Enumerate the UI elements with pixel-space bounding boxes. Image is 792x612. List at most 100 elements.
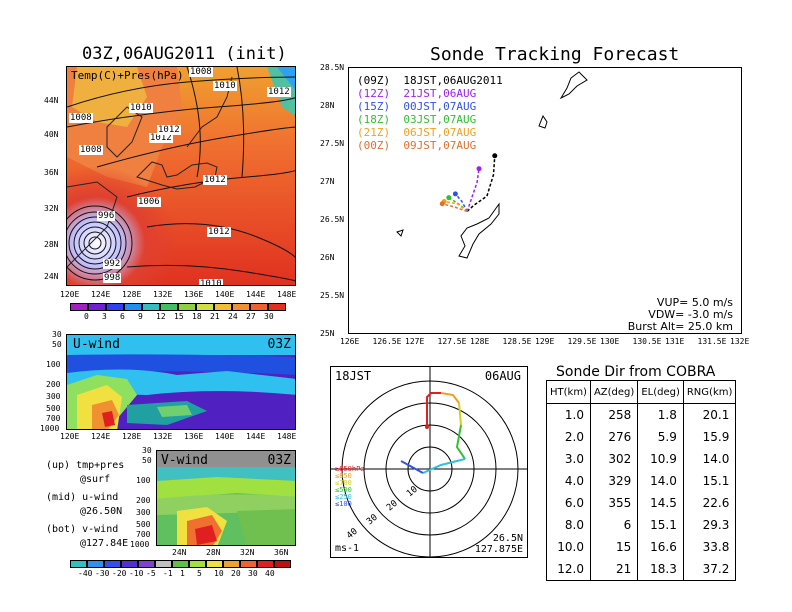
- u-lon-label: 120E: [60, 432, 80, 441]
- u-lon-label: 136E: [184, 432, 204, 441]
- u-pressure-label: 700: [46, 414, 61, 423]
- sonde-dir-row: 3.0 302 10.9 14.0: [546, 448, 737, 470]
- sonde-dir-cell: 302: [589, 448, 639, 470]
- left-lon-label: 132E: [153, 290, 173, 299]
- wind-colorbar-tick: -40: [78, 569, 93, 578]
- sonde-dir-cell: 4.0: [546, 470, 591, 492]
- tracking-lon-label: 132E: [730, 337, 750, 346]
- launch-legend-entry: (00Z) 09JST,07AUG: [357, 139, 477, 152]
- left-lat-label: 44N: [44, 96, 59, 105]
- temp-colorbar-tick: 24: [228, 312, 238, 321]
- track-line: [466, 155, 496, 212]
- polar-legend-entry: ≥850hPa: [335, 465, 365, 473]
- v-pressure-label: 700: [136, 530, 151, 539]
- wind-colorbar-swatch: [87, 560, 104, 568]
- u-pressure-label: 50: [52, 340, 62, 349]
- v-lat-label: 32N: [240, 548, 255, 557]
- wind-colorbar-swatch: [172, 560, 189, 568]
- tracking-svg: [396, 71, 588, 259]
- sonde-dir-cell: 2.0: [546, 426, 591, 448]
- polar-legend-entry: ≤700: [335, 479, 352, 487]
- sonde-dir-cell: 29.3: [682, 514, 737, 536]
- wind-colorbar-tick: -10: [129, 569, 144, 578]
- sonde-dir-cell: 8.0: [546, 514, 591, 536]
- u-wind-label: U-wind: [73, 337, 120, 352]
- polar-plot: 18JST 06AUG 10 20 30 40 ≥850hPa ≤850 ≤700 ≤500…: [330, 366, 528, 558]
- track-endpoint: [476, 166, 482, 172]
- wind-colorbar-swatch: [257, 560, 274, 568]
- u-pressure-label: 300: [46, 392, 61, 401]
- temp-colorbar-tick: 9: [138, 312, 143, 321]
- temp-colorbar-swatch: [160, 303, 178, 311]
- polar-legend-entry: ≤250: [335, 493, 352, 501]
- track-line: [444, 200, 468, 213]
- polar-time: 18JST: [335, 369, 372, 383]
- temp-colorbar-swatch: [268, 303, 286, 311]
- track-endpoint: [492, 153, 498, 159]
- tracking-lon-label: 127E: [405, 337, 425, 346]
- polar-legend-entry: ≤850: [335, 472, 352, 480]
- tracking-lon-label: 127.5E: [437, 337, 467, 346]
- v-wind-time: 03Z: [267, 453, 291, 468]
- wind-colorbar-tick: -20: [112, 569, 127, 578]
- vdw-text: VDW= -3.0 m/s: [648, 308, 733, 321]
- sonde-dir-header-row: HT(km) AZ(deg) EL(deg) RNG(km): [546, 380, 737, 404]
- sonde-dir-cell: 37.2: [682, 558, 737, 581]
- v-lat-label: 24N: [172, 548, 187, 557]
- temp-colorbar-swatch: [70, 303, 88, 311]
- launch-legend-entry: (21Z) 06JST,07AUG: [357, 126, 477, 139]
- sonde-dir-cell: 355: [589, 492, 639, 514]
- track-line: [466, 168, 480, 212]
- temp-colorbar-tick: 12: [156, 312, 166, 321]
- wind-colorbar-swatch: [206, 560, 223, 568]
- left-lon-label: 136E: [184, 290, 204, 299]
- sonde-dir-header: EL(deg): [637, 380, 684, 404]
- wind-colorbar-swatch: [70, 560, 87, 568]
- u-wind-svg: [67, 335, 295, 429]
- tracking-lon-label: 131E: [665, 337, 685, 346]
- temperature-pressure-map: Temp(C)+Pres(hPa) 1008 1012 1010 1010 1008 10…: [66, 66, 296, 286]
- u-lon-label: 140E: [215, 432, 235, 441]
- isobar-label: 1008: [79, 145, 103, 155]
- legend-up2: @surf: [80, 474, 111, 485]
- sonde-dir-cell: 15.9: [682, 426, 737, 448]
- wind-colorbar-tick: 5: [197, 569, 202, 578]
- v-pressure-label: 100: [136, 476, 151, 485]
- u-pressure-label: 1000: [40, 424, 60, 433]
- tracking-title: Sonde Tracking Forecast: [430, 44, 680, 65]
- temp-colorbar-swatch: [88, 303, 106, 311]
- u-wind-panel: U-wind 03Z: [66, 334, 296, 430]
- isobar-label: 1012: [203, 175, 227, 185]
- polar-svg: [331, 367, 527, 557]
- sonde-dir-cell: 1.0: [546, 403, 591, 426]
- u-lon-label: 144E: [246, 432, 266, 441]
- isobar-label: 996: [97, 211, 116, 221]
- temp-colorbar-tick: 18: [192, 312, 202, 321]
- wind-colorbar-swatch: [121, 560, 138, 568]
- temp-colorbar-swatch: [106, 303, 124, 311]
- isobar-label: 992: [103, 259, 122, 269]
- left-lat-label: 32N: [44, 204, 59, 213]
- tracking-lon-label: 128E: [470, 337, 490, 346]
- sonde-dir-row: 12.0 21 18.3 37.2: [546, 558, 737, 581]
- wind-colorbar-tick: 1: [180, 569, 185, 578]
- isobar-label: 1010: [199, 279, 223, 285]
- v-wind-panel: V-wind 03Z: [156, 450, 296, 546]
- polar-legend-entry: ≤500: [335, 486, 352, 494]
- left-lon-label: 120E: [60, 290, 80, 299]
- sonde-dir-cell: 276: [589, 426, 639, 448]
- tracking-lat-label: 26N: [320, 253, 335, 262]
- wind-colorbar-swatch: [189, 560, 206, 568]
- polar-lat: 26.5N: [492, 533, 523, 544]
- sonde-dir-cell: 20.1: [682, 403, 737, 426]
- sonde-dir-header: RNG(km): [682, 380, 737, 404]
- launch-legend-entry: (12Z) 21JST,06AUG: [357, 87, 477, 100]
- wind-colorbar-swatch: [274, 560, 291, 568]
- left-lon-label: 144E: [246, 290, 266, 299]
- tracking-lon-label: 126E: [340, 337, 360, 346]
- track-endpoint: [446, 195, 452, 201]
- u-wind-time: 03Z: [267, 337, 291, 352]
- wind-colorbar-tick: 40: [265, 569, 275, 578]
- wind-colorbar-swatch: [104, 560, 121, 568]
